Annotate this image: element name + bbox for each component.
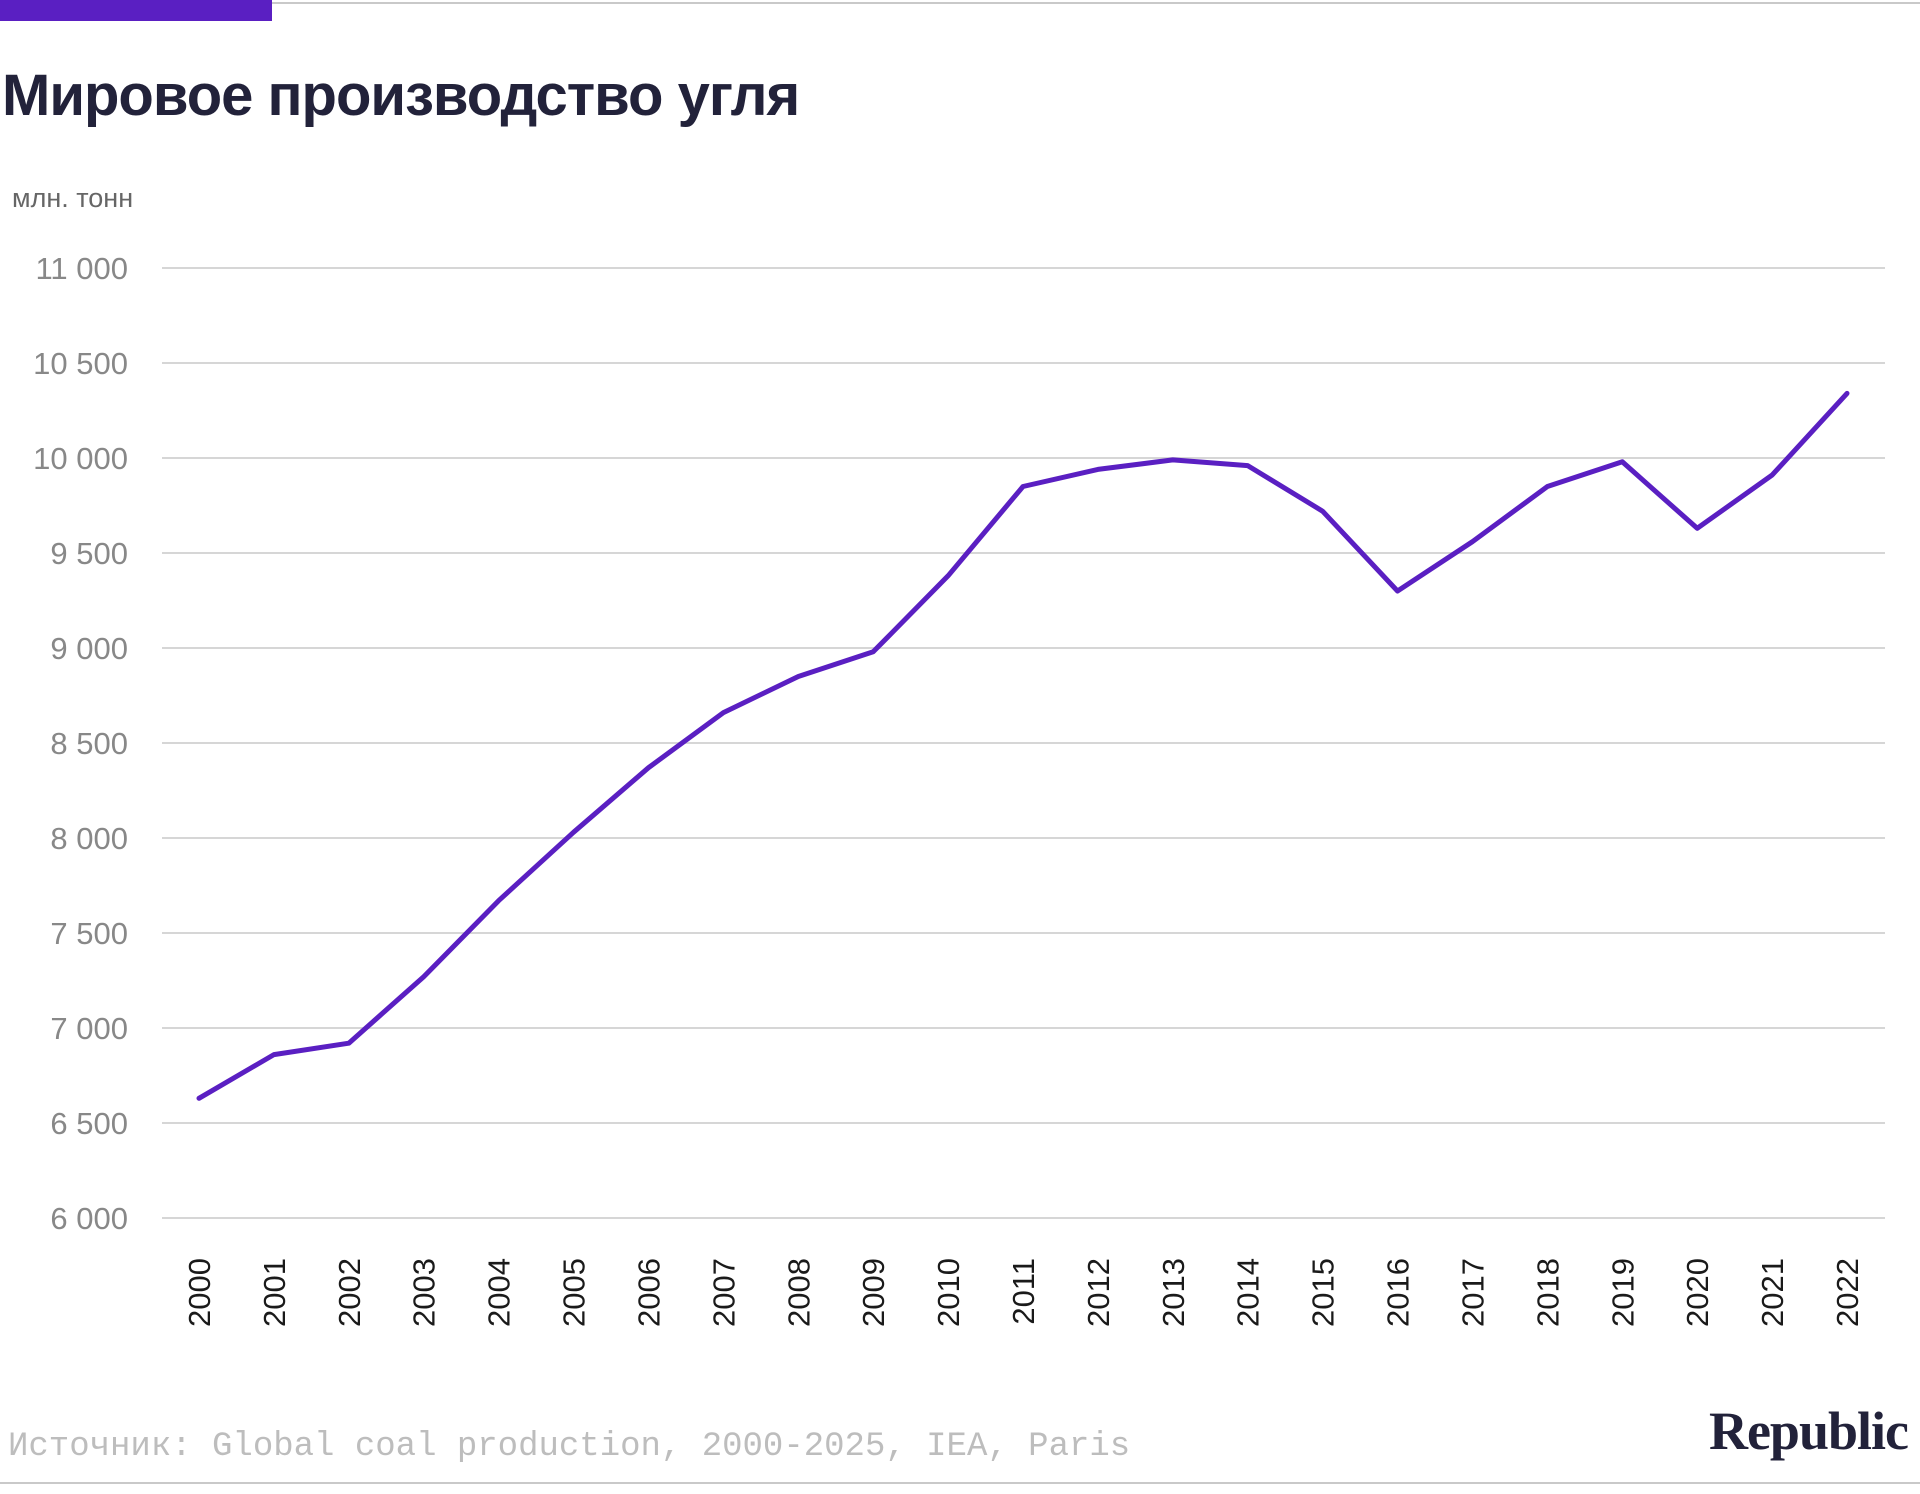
- accent-bar: [0, 0, 272, 21]
- x-tick-label: 2005: [557, 1258, 592, 1327]
- x-tick-label: 2011: [1006, 1258, 1041, 1325]
- top-rule: [0, 2, 1920, 4]
- x-tick-label: 2013: [1156, 1258, 1191, 1327]
- x-tick-label: 2019: [1605, 1258, 1640, 1327]
- x-tick-label: 2012: [1081, 1258, 1116, 1327]
- y-axis-ticks: 6 000 6 500 7 000 7 500 8 000 8 500 9 000 9 500…: [33, 251, 128, 1236]
- y-tick-label: 6 000: [50, 1201, 128, 1236]
- x-tick-label: 2014: [1231, 1258, 1266, 1327]
- x-tick-label: 2004: [482, 1258, 517, 1327]
- x-tick-label: 2015: [1306, 1258, 1341, 1327]
- line-chart: млн. тонн 6 000 6 500 7 000 7 500 8 000 8 500…: [12, 183, 1885, 1327]
- y-tick-label: 9 000: [50, 631, 128, 666]
- y-tick-label: 6 500: [50, 1106, 128, 1141]
- x-tick-label: 2007: [706, 1258, 741, 1327]
- y-tick-label: 10 000: [33, 441, 128, 476]
- y-tick-label: 8 500: [50, 726, 128, 761]
- x-tick-label: 2001: [257, 1258, 292, 1327]
- y-tick-label: 8 000: [50, 821, 128, 856]
- source-note: Источник: Global coal production, 2000-2…: [8, 1428, 1131, 1466]
- x-tick-label: 2018: [1530, 1258, 1565, 1327]
- x-tick-label: 2010: [931, 1258, 966, 1327]
- x-tick-label: 2022: [1830, 1258, 1865, 1327]
- x-tick-label: 2017: [1455, 1258, 1490, 1327]
- x-tick-label: 2006: [631, 1258, 666, 1327]
- series-line: [196, 390, 1850, 1101]
- x-tick-label: 2009: [856, 1258, 891, 1327]
- x-tick-label: 2021: [1755, 1258, 1790, 1327]
- chart-title: Мировое производство угля: [2, 63, 800, 128]
- y-unit-label: млн. тонн: [12, 183, 133, 213]
- x-axis-ticks: 2000 2001 2002 2003 2004 2005 2006 2007 2008 2009…: [182, 1258, 1865, 1327]
- x-tick-label: 2016: [1381, 1258, 1416, 1327]
- y-tick-label: 11 000: [35, 251, 128, 286]
- y-tick-label: 7 500: [50, 916, 128, 951]
- series-layer: [196, 390, 1850, 1101]
- y-tick-label: 9 500: [50, 536, 128, 571]
- x-tick-label: 2000: [182, 1258, 217, 1327]
- y-tick-label: 7 000: [50, 1011, 128, 1046]
- x-tick-label: 2020: [1680, 1258, 1715, 1327]
- bottom-rule: [0, 1482, 1920, 1484]
- x-tick-label: 2002: [332, 1258, 367, 1327]
- republic-logo: Republic: [1708, 1401, 1909, 1461]
- x-tick-label: 2003: [407, 1258, 442, 1327]
- gridlines: [162, 267, 1885, 1219]
- x-tick-label: 2008: [781, 1258, 816, 1327]
- y-tick-label: 10 500: [33, 346, 128, 381]
